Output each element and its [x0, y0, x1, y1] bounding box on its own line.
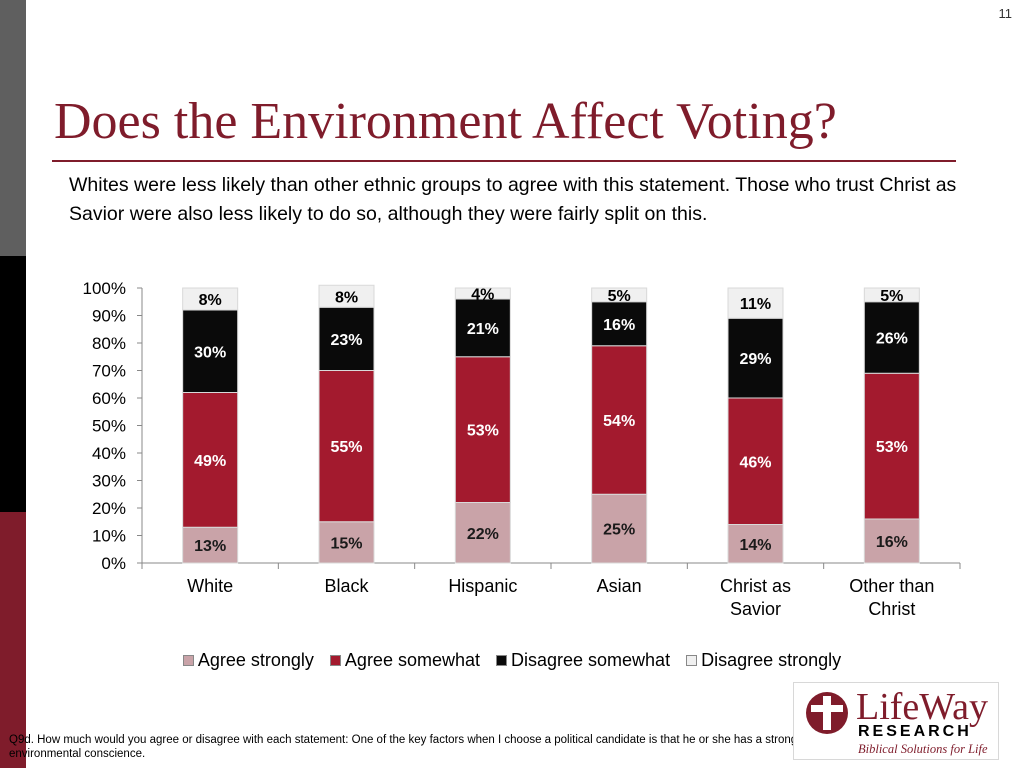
bar-segment — [591, 345, 648, 495]
bar-segment — [182, 526, 239, 564]
bar-segment — [182, 309, 239, 393]
data-label: 54% — [603, 413, 635, 430]
bar-segment — [727, 397, 784, 525]
bar-segment — [863, 372, 920, 520]
legend-item-agree-strongly: Agree strongly — [182, 650, 314, 671]
bar-segment — [318, 306, 375, 371]
logo-wordmark: LifeWay — [856, 686, 988, 728]
bar-segment — [863, 518, 920, 564]
side-band-bottom — [0, 512, 26, 768]
bar-segment — [727, 317, 784, 399]
bar-segment — [318, 370, 375, 523]
bar-segment — [318, 284, 375, 308]
bar-segment — [591, 301, 648, 347]
data-label: 16% — [876, 534, 908, 551]
y-tick-label: 90% — [92, 307, 126, 326]
y-tick-label: 40% — [92, 444, 126, 463]
data-label: 49% — [194, 453, 226, 470]
bar-segment — [182, 392, 239, 528]
data-label: 8% — [199, 292, 222, 309]
bar-segment — [454, 356, 511, 503]
bar-segment — [863, 301, 920, 374]
legend-swatch-disagree-somewhat — [496, 655, 507, 666]
side-band-middle — [0, 256, 26, 512]
data-label: 30% — [194, 344, 226, 361]
x-category-label: Black — [324, 576, 369, 596]
data-label: 29% — [739, 351, 771, 368]
legend-item-disagree-strongly: Disagree strongly — [686, 650, 841, 671]
data-label: 5% — [608, 288, 631, 305]
data-label: 15% — [330, 535, 362, 552]
legend-swatch-agree-strongly — [182, 655, 194, 666]
chart-legend: Agree strongly Agree somewhat Disagree s… — [0, 650, 1024, 671]
side-band-top — [0, 0, 26, 256]
data-label: 5% — [880, 288, 903, 305]
bar-segment — [454, 502, 511, 564]
data-label: 26% — [876, 331, 908, 348]
y-tick-label: 20% — [92, 499, 126, 518]
bar-segment — [454, 298, 511, 358]
legend-label-disagree-strongly: Disagree strongly — [701, 650, 842, 670]
data-label: 4% — [471, 287, 494, 304]
data-label: 8% — [335, 289, 358, 306]
logo-subtitle: RESEARCH — [858, 723, 972, 740]
y-tick-label: 50% — [92, 417, 126, 436]
stacked-bar-chart: 0% 10% 20% 30% 40% 50% 60% 70% 80% 90% 100% 13% 49% 3… — [83, 279, 961, 619]
bar-segment — [863, 287, 920, 303]
legend-label-agree-strongly: Agree strongly — [197, 650, 314, 670]
x-category-label: White — [187, 576, 233, 596]
data-label: 22% — [467, 526, 499, 543]
intro-text: Whites were less likely than other ethni… — [69, 174, 957, 225]
y-tick-label: 0% — [101, 554, 126, 573]
data-label: 16% — [603, 317, 635, 334]
y-tick-label: 10% — [92, 527, 126, 546]
lifeway-cross-icon — [806, 692, 848, 734]
legend-label-agree-somewhat: Agree somewhat — [344, 650, 480, 670]
slide-title: Does the Environment Affect Voting? — [54, 93, 837, 150]
data-label: 23% — [330, 332, 362, 349]
data-label: 25% — [603, 522, 635, 539]
bar-segment — [727, 524, 784, 564]
y-tick-label: 70% — [92, 362, 126, 381]
data-label: 11% — [740, 296, 771, 313]
data-label: 21% — [467, 321, 499, 338]
data-label: 14% — [739, 537, 771, 554]
bar-segment — [591, 493, 648, 564]
bar-segment — [182, 287, 239, 311]
y-tick-label: 100% — [83, 279, 126, 298]
data-label: 53% — [876, 439, 908, 456]
data-label: 55% — [330, 439, 362, 456]
data-label: 13% — [194, 538, 226, 555]
x-category-label: Savior — [730, 599, 781, 619]
y-tick-label: 30% — [92, 472, 126, 491]
bar-segment — [591, 287, 648, 303]
legend-item-agree-somewhat: Agree somewhat — [329, 650, 480, 671]
legend-swatch-agree-somewhat — [329, 655, 341, 666]
data-label: 46% — [739, 454, 771, 471]
y-tick-label: 80% — [92, 334, 126, 353]
x-category-label: Hispanic — [448, 576, 517, 596]
legend-item-disagree-somewhat: Disagree somewhat — [496, 650, 670, 671]
page-number: 11 — [998, 6, 1013, 21]
logo-tagline: Biblical Solutions for Life — [858, 742, 988, 756]
lifeway-research-logo: LifeWay RESEARCH Biblical Solutions for … — [793, 682, 999, 760]
x-category-label: Asian — [597, 576, 642, 596]
y-tick-label: 60% — [92, 389, 126, 408]
data-label: 53% — [467, 423, 499, 440]
legend-swatch-disagree-strongly — [686, 655, 698, 666]
x-category-label: Other than — [849, 576, 934, 596]
x-category-label: Christ — [868, 599, 915, 619]
bar-segment — [454, 287, 511, 300]
title-underline — [52, 160, 956, 162]
x-category-label: Christ as — [720, 576, 791, 596]
bar-segment — [727, 287, 784, 319]
question-footnote: Q9d. How much would you agree or disagre… — [9, 734, 798, 760]
legend-label-disagree-somewhat: Disagree somewhat — [511, 650, 671, 670]
